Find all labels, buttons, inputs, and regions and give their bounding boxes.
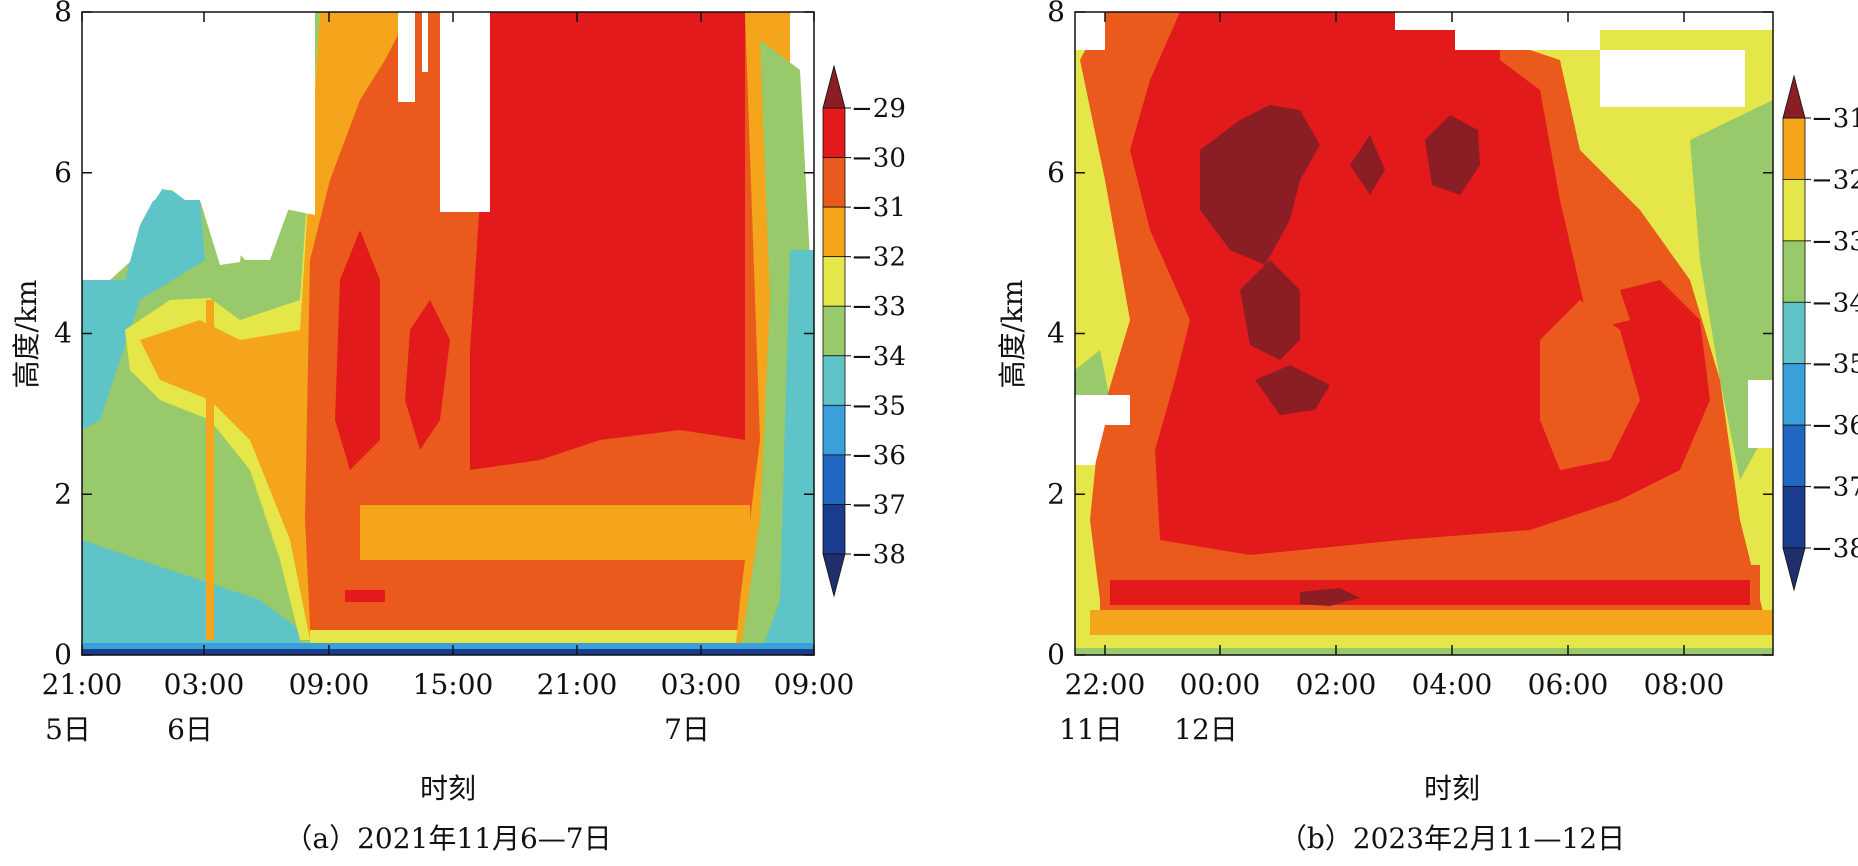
colorbar-label: −33 <box>1811 227 1858 257</box>
colorbar-cell <box>822 206 846 258</box>
x-ticks-a: 21:00 5日 03:00 6日 09:00 15:00 21:00 03:00 7日 09:0… <box>42 12 855 746</box>
caption-b: （b）2023年2月11—12日 <box>1279 822 1625 855</box>
y-tick-label: 8 <box>54 0 72 28</box>
colorbar-bottom-arrow <box>1782 547 1806 592</box>
colorbar-label: −35 <box>851 391 906 421</box>
y-tick-label: 6 <box>54 156 72 189</box>
y-ticks-b: 0 2 4 6 8 <box>1047 0 1773 671</box>
colorbar-cell <box>822 454 846 505</box>
colorbar-cell <box>822 107 846 158</box>
colorbar-cell <box>822 504 846 555</box>
colorbar-cell <box>1782 301 1806 365</box>
x-tick-label: 22:00 <box>1065 668 1146 701</box>
colorbar-top-arrow <box>822 64 846 109</box>
caption-a: （a）2021年11月6—7日 <box>284 822 611 855</box>
y-axis-label-a: 高度/km <box>10 280 43 389</box>
x-axis-label-b: 时刻 <box>1424 772 1480 805</box>
colorbar-top-arrow <box>1782 74 1806 119</box>
colorbar-cell <box>1782 486 1806 549</box>
x-tick-label: 00:00 <box>1180 668 1261 701</box>
colorbar-cell <box>822 256 846 307</box>
panel-b: 0 2 4 6 8 22:00 11日 00:00 12日 02:00 04:00 06:00 08:… <box>996 0 1858 855</box>
colorbar-label: −38 <box>851 540 906 570</box>
y-tick-label: 0 <box>1047 638 1065 671</box>
y-tick-label: 4 <box>54 317 72 350</box>
colorbar-label: −34 <box>851 342 906 372</box>
x-tick-label: 02:00 <box>1296 668 1377 701</box>
colorbar-a: −29 −30 −31 −32 −33 −34 −35 −36 −37 −38 <box>822 64 906 598</box>
colorbar-label: −37 <box>1811 473 1858 503</box>
colorbar-label: −32 <box>1811 165 1858 195</box>
x-ticks-b: 22:00 11日 00:00 12日 02:00 04:00 06:00 08:00 <box>1059 12 1724 746</box>
colorbar-label: −31 <box>1811 104 1858 134</box>
x-tick-label: 03:00 <box>661 668 742 701</box>
x-tick-date-label: 12日 <box>1174 713 1238 746</box>
colorbar-label: −35 <box>1811 350 1858 380</box>
colorbar-cell <box>1782 240 1806 303</box>
colorbar-b: −31 −32 −33 −34 −35 −36 −37 −38 <box>1782 74 1858 592</box>
y-ticks-a: 0 2 4 6 8 <box>54 0 814 671</box>
y-tick-label: 0 <box>54 638 72 671</box>
x-tick-label: 21:00 <box>42 668 123 701</box>
x-tick-label: 09:00 <box>289 668 370 701</box>
y-tick-label: 8 <box>1047 0 1065 28</box>
colorbar-cell <box>822 355 846 406</box>
colorbar-cell <box>1782 179 1806 242</box>
y-tick-label: 2 <box>1047 477 1065 510</box>
x-tick-label: 08:00 <box>1644 668 1725 701</box>
colorbar-bottom-arrow <box>822 553 846 598</box>
colorbar-cell <box>1782 117 1806 180</box>
y-tick-label: 2 <box>54 477 72 510</box>
x-tick-date-label: 7日 <box>664 713 710 746</box>
colorbar-cell <box>1782 363 1806 426</box>
colorbar-cell <box>822 404 846 456</box>
x-tick-label: 03:00 <box>164 668 245 701</box>
y-tick-label: 6 <box>1047 156 1065 189</box>
colorbar-cell <box>822 305 846 357</box>
colorbar-cell <box>822 157 846 208</box>
y-tick-label: 4 <box>1047 317 1065 350</box>
colorbar-label: −34 <box>1811 288 1858 318</box>
x-tick-date-label: 5日 <box>45 713 91 746</box>
x-tick-label: 15:00 <box>413 668 494 701</box>
colorbar-label: −29 <box>851 94 906 124</box>
colorbar-cell <box>1782 424 1806 487</box>
colorbar-label: −37 <box>851 490 906 520</box>
heatmap-a <box>82 12 814 655</box>
x-tick-date-label: 11日 <box>1059 713 1123 746</box>
colorbar-label: −36 <box>851 441 906 471</box>
panel-a: 0 2 4 6 8 21:00 5日 03:00 6日 09:00 15:00 21:00 03:00… <box>10 0 906 855</box>
colorbar-label: −38 <box>1811 534 1858 564</box>
x-tick-label: 21:00 <box>537 668 618 701</box>
region-a-cyan <box>82 188 205 430</box>
colorbar-label: −33 <box>851 292 906 322</box>
x-axis-label-a: 时刻 <box>420 772 476 805</box>
region-a-red <box>470 12 745 470</box>
colorbar-label: −31 <box>851 193 906 223</box>
x-tick-label: 04:00 <box>1412 668 1493 701</box>
colorbar-label: −32 <box>851 243 906 273</box>
x-tick-label: 09:00 <box>774 668 855 701</box>
x-tick-label: 06:00 <box>1528 668 1609 701</box>
colorbar-label: −30 <box>851 144 906 174</box>
x-tick-date-label: 6日 <box>167 713 213 746</box>
y-axis-label-b: 高度/km <box>996 280 1029 389</box>
region-b-darkred-1 <box>1200 105 1320 265</box>
heatmap-b <box>1075 12 1773 655</box>
colorbar-label: −36 <box>1811 411 1858 441</box>
